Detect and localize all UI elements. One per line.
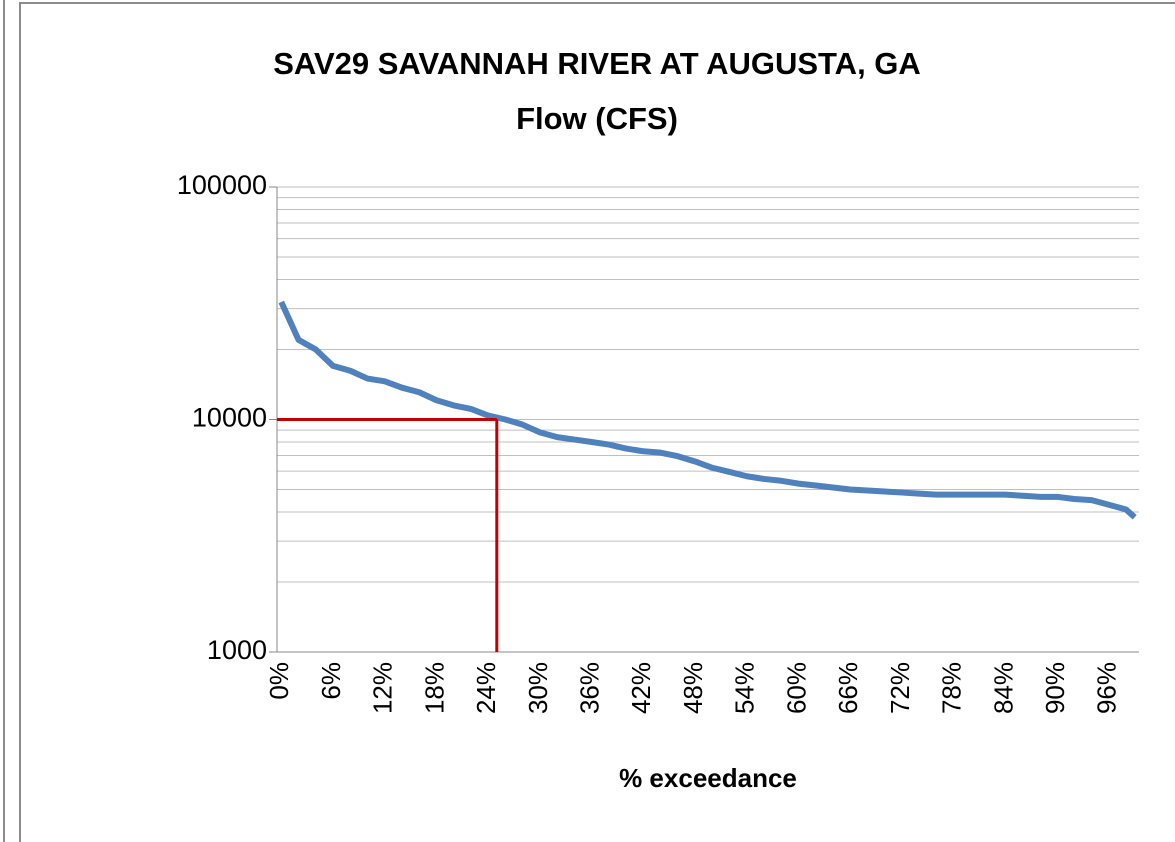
x-tick-label: 6% [316,662,346,700]
x-tick-label: 0% [264,662,294,700]
x-tick-label: 12% [368,662,398,714]
x-tick-label: 30% [523,662,553,714]
x-tick-label: 36% [575,662,605,714]
y-tick-label: 1000 [207,635,267,665]
x-tick-label: 42% [626,662,656,714]
x-tick-label: 48% [678,662,708,714]
x-tick-label: 24% [471,662,501,714]
x-tick-label: 84% [988,662,1018,714]
chart-title: SAV29 SAVANNAH RIVER AT AUGUSTA, GA [273,46,921,81]
data-line [278,300,1137,520]
x-tick-label: 90% [1040,662,1070,714]
x-tick-label: 96% [1092,662,1122,714]
y-tick-label: 10000 [192,403,267,433]
x-tick-label: 78% [937,662,967,714]
x-axis-label: % exceedance [619,763,797,793]
x-tick-label: 60% [781,662,811,714]
chart-border [19,2,1175,842]
x-tick-label: 18% [419,662,449,714]
x-tick-label: 66% [833,662,863,714]
x-tick-label: 54% [730,662,760,714]
x-tick-label: 72% [885,662,915,714]
y-tick-label: 100000 [177,170,267,200]
chart-subtitle: Flow (CFS) [516,101,678,136]
